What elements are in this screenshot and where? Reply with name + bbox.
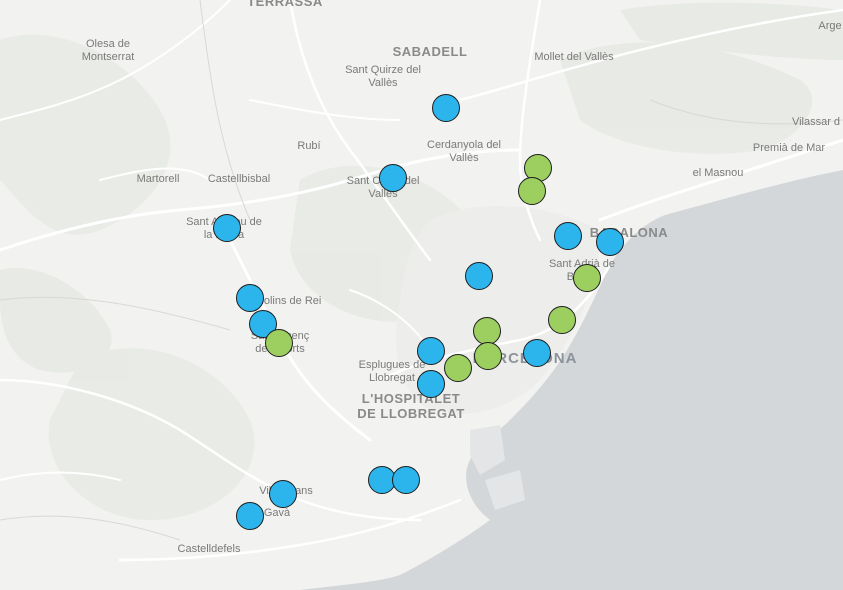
town-label-castellbisbal: Castellbisbal <box>207 173 271 185</box>
map-marker-blue[interactable] <box>417 337 445 365</box>
map-marker-green[interactable] <box>573 264 601 292</box>
town-label-rubi: Rubí <box>297 140 321 152</box>
map-marker-green[interactable] <box>518 177 546 205</box>
town-label-sant-quirze: Sant Quirze del Vallès <box>345 64 421 89</box>
city-label-sabadell: SABADELL <box>392 44 468 59</box>
town-label-molins: Molins de Rei <box>254 295 322 307</box>
town-label-cerdanyola: Cerdanyola del Vallès <box>427 139 501 164</box>
map-marker-blue[interactable] <box>379 164 407 192</box>
town-label-gava: Gavà <box>263 507 291 519</box>
town-label-olesa: Olesa de Montserrat <box>81 38 135 63</box>
town-label-esplugues: Esplugues de Llobregat <box>358 359 426 384</box>
map-marker-green[interactable] <box>473 317 501 345</box>
town-label-martorell: Martorell <box>136 173 180 185</box>
map-marker-blue[interactable] <box>368 466 396 494</box>
map-marker-blue[interactable] <box>213 214 241 242</box>
map-marker-blue[interactable] <box>236 502 264 530</box>
town-label-mollet: Mollet del Vallès <box>534 51 614 63</box>
map-marker-green[interactable] <box>548 306 576 334</box>
map-marker-blue[interactable] <box>392 466 420 494</box>
town-label-premia: Premià de Mar <box>752 142 826 154</box>
map-marker-green[interactable] <box>265 329 293 357</box>
map-marker-blue[interactable] <box>269 480 297 508</box>
town-label-vilassar: Vilassar d <box>791 116 841 128</box>
map-marker-blue[interactable] <box>596 228 624 256</box>
map-marker-blue[interactable] <box>432 94 460 122</box>
map-marker-blue[interactable] <box>236 284 264 312</box>
map-marker-green[interactable] <box>474 342 502 370</box>
town-label-castelldefels: Castelldefels <box>177 543 241 555</box>
town-label-el-masnou: el Masnou <box>692 167 744 179</box>
map-marker-green[interactable] <box>444 354 472 382</box>
map-marker-blue[interactable] <box>465 262 493 290</box>
map-marker-blue[interactable] <box>523 339 551 367</box>
town-label-arge: Arge <box>818 20 842 32</box>
map-marker-blue[interactable] <box>554 222 582 250</box>
city-label-terrassa: TERRASSA <box>247 0 323 9</box>
map-marker-blue[interactable] <box>417 370 445 398</box>
city-label-hospitalet: L'HOSPITALET DE LLOBREGAT <box>357 391 465 421</box>
